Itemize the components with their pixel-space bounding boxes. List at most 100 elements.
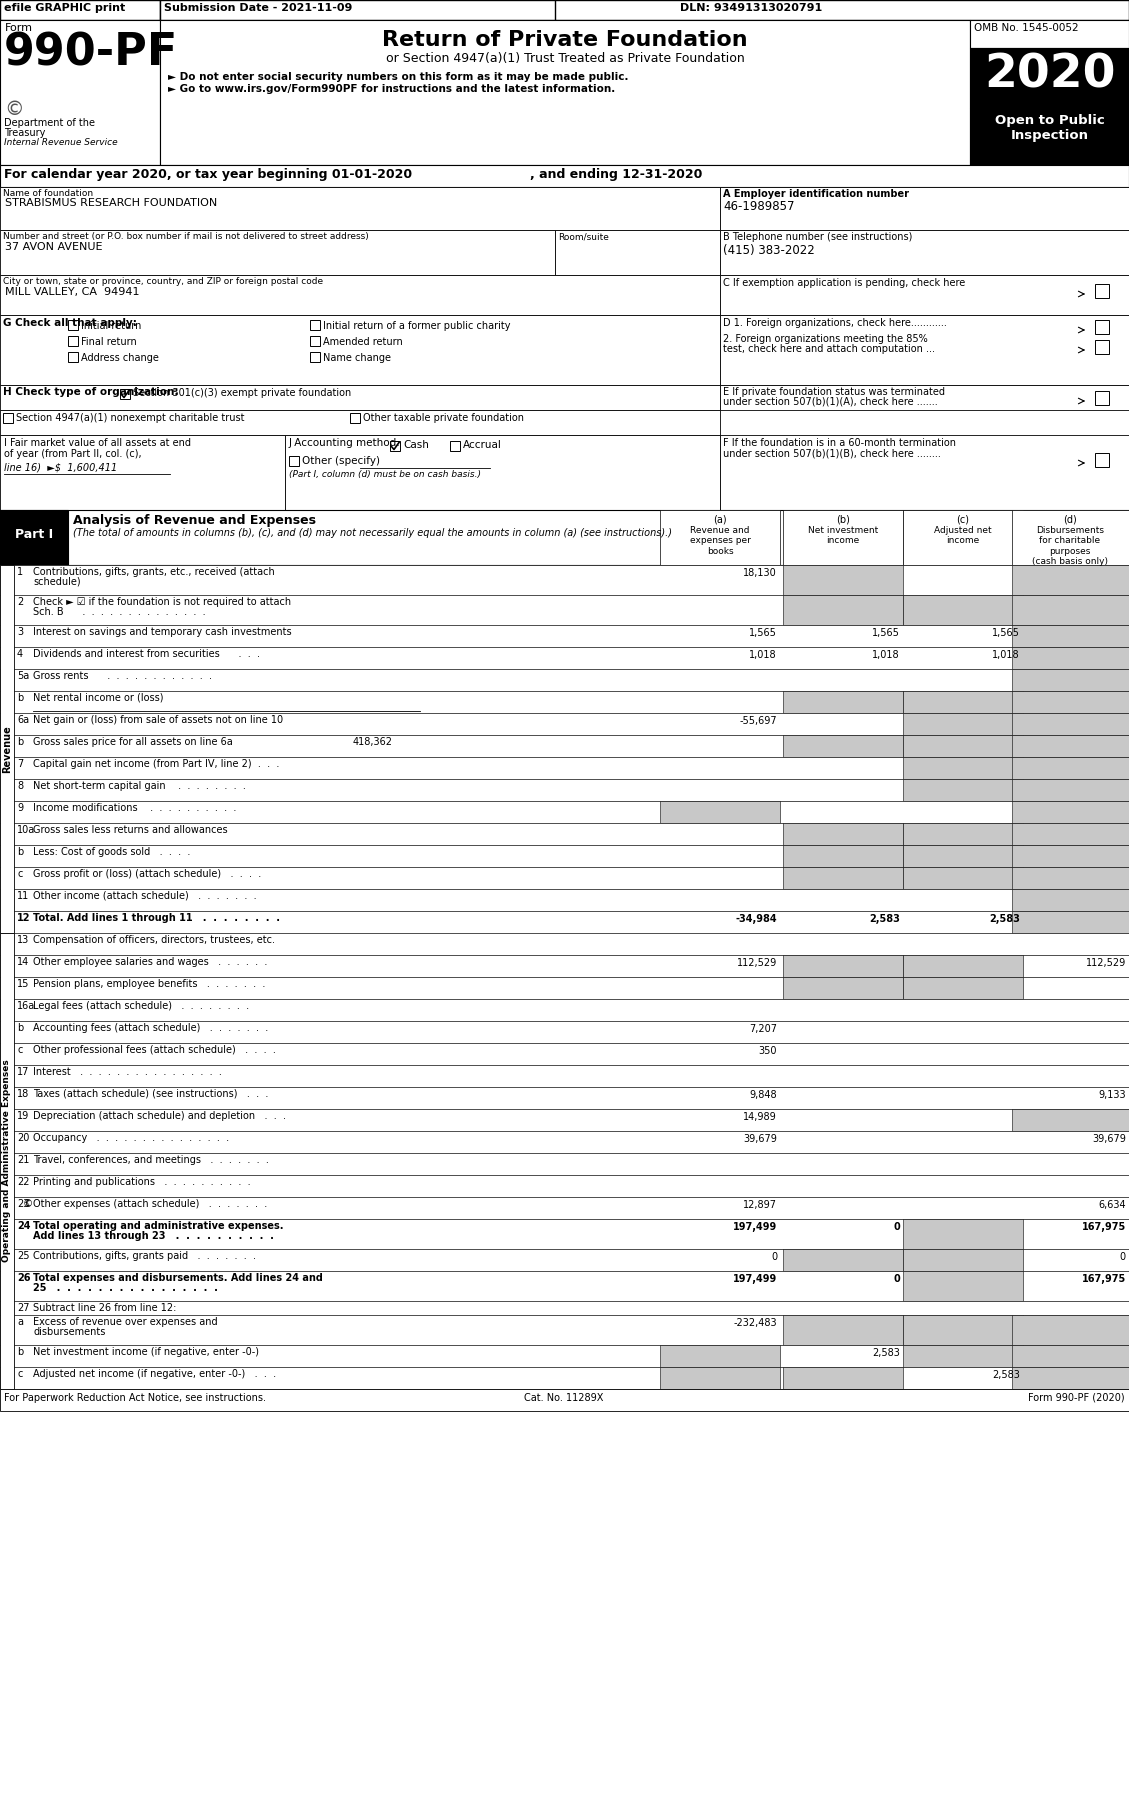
Bar	[0, 912, 1129, 933]
Bar	[1012, 1314, 1129, 1345]
Bar	[0, 1088, 1129, 1109]
Text: 18,130: 18,130	[743, 568, 777, 577]
Text: 990-PF: 990-PF	[5, 32, 178, 76]
Bar	[68, 352, 78, 361]
Text: Check ► ☑ if the foundation is not required to attach: Check ► ☑ if the foundation is not requi…	[33, 597, 291, 608]
Text: Other taxable private foundation: Other taxable private foundation	[364, 414, 524, 423]
Text: For Paperwork Reduction Act Notice, see instructions.: For Paperwork Reduction Act Notice, see …	[5, 1393, 266, 1402]
Text: Section 501(c)(3) exempt private foundation: Section 501(c)(3) exempt private foundat…	[133, 388, 351, 397]
Text: Excess of revenue over expenses and: Excess of revenue over expenses and	[33, 1316, 218, 1327]
Text: line 16)  ►$  1,600,411: line 16) ►$ 1,600,411	[5, 462, 117, 473]
Bar	[0, 690, 1129, 714]
Bar	[1095, 390, 1109, 405]
Text: G Check all that apply:: G Check all that apply:	[3, 318, 137, 327]
Text: Less: Cost of goods sold   .  .  .  .: Less: Cost of goods sold . . . .	[33, 847, 191, 858]
Text: 350: 350	[759, 1046, 777, 1055]
Bar	[1012, 626, 1129, 647]
Text: Form: Form	[5, 23, 33, 32]
Bar	[0, 626, 1129, 647]
Bar	[160, 0, 555, 20]
Text: 6,634: 6,634	[1099, 1199, 1126, 1210]
Text: Compensation of officers, directors, trustees, etc.: Compensation of officers, directors, tru…	[33, 935, 275, 946]
Bar	[0, 823, 1129, 845]
Bar	[660, 800, 780, 823]
Text: 14,989: 14,989	[743, 1111, 777, 1122]
Bar	[0, 511, 1129, 565]
Bar	[1012, 845, 1129, 867]
Text: 20: 20	[17, 1133, 29, 1144]
Bar	[1012, 735, 1129, 757]
Bar	[903, 976, 1023, 1000]
Text: Analysis of Revenue and Expenses: Analysis of Revenue and Expenses	[73, 514, 316, 527]
Bar	[1012, 669, 1129, 690]
Bar	[0, 165, 1129, 187]
Bar	[660, 1345, 780, 1366]
Bar	[720, 435, 1129, 511]
Bar	[0, 888, 1129, 912]
Bar	[1012, 912, 1129, 933]
Text: 2,583: 2,583	[869, 913, 900, 924]
Text: 18: 18	[17, 1090, 29, 1099]
Bar	[1012, 888, 1129, 912]
Text: Number and street (or P.O. box number if mail is not delivered to street address: Number and street (or P.O. box number if…	[3, 232, 369, 241]
Bar	[784, 1366, 903, 1390]
Text: disbursements: disbursements	[33, 1327, 105, 1338]
Text: J Accounting method:: J Accounting method:	[289, 439, 401, 448]
Text: 2,583: 2,583	[989, 913, 1019, 924]
Text: 0: 0	[893, 1275, 900, 1284]
Text: 21: 21	[17, 1154, 29, 1165]
Text: Income modifications    .  .  .  .  .  .  .  .  .  .: Income modifications . . . . . . . . . .	[33, 804, 236, 813]
Text: Cash: Cash	[403, 441, 429, 450]
Text: B Telephone number (see instructions): B Telephone number (see instructions)	[723, 232, 912, 243]
Bar	[0, 410, 720, 435]
Bar	[0, 511, 68, 565]
Text: of year (from Part II, col. (c),: of year (from Part II, col. (c),	[5, 450, 141, 458]
Text: Dividends and interest from securities      .  .  .: Dividends and interest from securities .…	[33, 649, 260, 660]
Text: schedule): schedule)	[33, 577, 80, 586]
Text: Gross sales less returns and allowances: Gross sales less returns and allowances	[33, 825, 228, 834]
Text: E If private foundation status was terminated: E If private foundation status was termi…	[723, 387, 945, 397]
Text: Other employee salaries and wages   .  .  .  .  .  .: Other employee salaries and wages . . . …	[33, 957, 268, 967]
Bar	[0, 1302, 1129, 1314]
Bar	[1095, 453, 1109, 467]
Text: Travel, conferences, and meetings   .  .  .  .  .  .  .: Travel, conferences, and meetings . . . …	[33, 1154, 269, 1165]
Bar	[0, 1345, 1129, 1366]
Text: -34,984: -34,984	[735, 913, 777, 924]
Text: OMB No. 1545-0052: OMB No. 1545-0052	[974, 23, 1078, 32]
Text: Interest   .  .  .  .  .  .  .  .  .  .  .  .  .  .  .  .: Interest . . . . . . . . . . . . . . . .	[33, 1066, 222, 1077]
Text: Name of foundation: Name of foundation	[3, 189, 93, 198]
Text: c: c	[17, 1368, 23, 1379]
Text: Initial return of a former public charity: Initial return of a former public charit…	[323, 322, 510, 331]
Bar	[0, 845, 1129, 867]
Text: Other professional fees (attach schedule)   .  .  .  .: Other professional fees (attach schedule…	[33, 1045, 275, 1055]
Bar	[0, 0, 160, 20]
Text: 26: 26	[17, 1273, 30, 1284]
Bar	[310, 320, 320, 331]
Bar	[0, 669, 1129, 690]
Bar	[0, 1390, 1129, 1411]
Text: Net rental income or (loss): Net rental income or (loss)	[33, 692, 164, 703]
Bar	[1012, 823, 1129, 845]
Bar	[784, 867, 903, 888]
Bar	[1012, 647, 1129, 669]
Text: MILL VALLEY, CA  94941: MILL VALLEY, CA 94941	[5, 288, 140, 297]
Text: Subtract line 26 from line 12:: Subtract line 26 from line 12:	[33, 1304, 176, 1313]
Bar	[310, 352, 320, 361]
Text: 7,207: 7,207	[749, 1025, 777, 1034]
Bar	[0, 1000, 1129, 1021]
Bar	[1012, 779, 1129, 800]
Bar	[903, 1219, 1023, 1250]
Text: Total. Add lines 1 through 11   .  .  .  .  .  .  .  .: Total. Add lines 1 through 11 . . . . . …	[33, 913, 280, 922]
Text: Add lines 13 through 23   .  .  .  .  .  .  .  .  .  .: Add lines 13 through 23 . . . . . . . . …	[33, 1232, 274, 1241]
Text: Printing and publications   .  .  .  .  .  .  .  .  .  .: Printing and publications . . . . . . . …	[33, 1178, 251, 1187]
Text: 1: 1	[17, 566, 23, 577]
Bar	[784, 1314, 903, 1345]
Text: D 1. Foreign organizations, check here............: D 1. Foreign organizations, check here..…	[723, 318, 947, 327]
Text: , and ending 12-31-2020: , and ending 12-31-2020	[530, 167, 702, 182]
Text: 22: 22	[17, 1178, 29, 1187]
Text: 16a: 16a	[17, 1001, 35, 1010]
Bar	[0, 1021, 1129, 1043]
Text: 2020: 2020	[984, 52, 1115, 97]
Text: Total operating and administrative expenses.: Total operating and administrative expen…	[33, 1221, 283, 1232]
Text: 13: 13	[17, 935, 29, 946]
